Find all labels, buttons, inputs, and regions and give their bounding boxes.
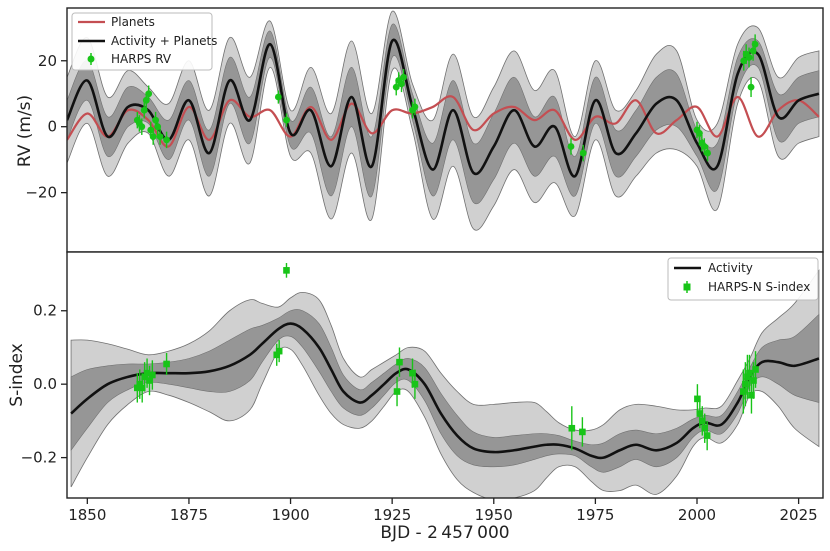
sindex-point-11 [393,388,401,395]
sindex-point-10 [283,267,290,274]
bottom-panel: 0.2 0.0 −0.2 1850 1875 1900 1925 1950 1975 2000 2… [7,251,824,543]
sindex-point-0 [134,384,141,392]
rv-point-19 [411,103,419,111]
sindex-point-21 [703,432,711,439]
rv-point-6 [147,126,155,134]
sindex-point-27 [750,377,757,384]
legend-activity-label: Activity [708,261,753,275]
top-yticks: 20 0 −20 [25,52,67,202]
sindex-point-7 [163,360,170,368]
sindex-point-19 [698,417,706,425]
top-points [133,34,759,162]
top-ytick-label-2: −20 [25,184,57,202]
sindex-point-28 [752,366,759,373]
sindex-point-14 [411,380,419,388]
rv-point-14 [392,83,400,91]
rv-point-29 [745,54,753,61]
sindex-point-16 [579,428,586,436]
planets-line [67,95,820,148]
bottom-xtick-label-2: 1900 [271,506,309,524]
sindex-point-4 [143,369,151,377]
activity-planets-band-inner [67,23,820,205]
legend-activity-planets-label: Activity + Planets [111,34,217,48]
sindex-point-24 [744,373,751,381]
legend-harps-rv-marker [87,55,95,63]
sindex-point-17 [694,395,701,403]
bottom-ylabel: S-index [7,343,27,406]
bottom-points [134,263,759,451]
rv-point-2 [138,123,146,131]
rv-point-25 [700,143,708,150]
rv-point-32 [751,40,759,48]
sindex-point-26 [748,391,755,399]
bottom-xlabel: BJD - 2 457 000 [380,523,509,543]
bottom-ytick-label-2: −0.2 [21,449,57,467]
top-legend-box [71,12,213,71]
rv-point-12 [274,93,282,101]
rv-point-4 [142,96,150,104]
sindex-point-2 [138,384,146,392]
top-ytick-label-1: 0 [47,118,57,136]
top-ylabel: RV (m/s) [15,95,35,167]
bottom-xticks: 1850 1875 1900 1925 1950 1975 2000 2025 [68,498,818,524]
top-lines [67,38,820,178]
rv-point-21 [579,149,587,157]
bottom-xtick-label-0: 1850 [68,506,106,524]
bottom-yticks: 0.2 0.0 −0.2 [21,302,67,467]
sindex-point-9 [275,347,283,355]
bottom-xtick-label-5: 1975 [576,506,614,524]
sindex-point-18 [696,410,704,417]
rv-point-26 [704,149,711,157]
sindex-point-3 [141,373,148,381]
activity-planets-line [67,38,820,178]
bottom-xtick-label-3: 1925 [373,506,411,524]
sindex-point-15 [568,424,576,432]
legend-sindex-marker [683,283,691,291]
rv-point-30 [747,83,755,91]
rv-point-13 [283,116,290,124]
legend-harps-rv-label: HARPS RV [111,52,172,66]
sindex-point-5 [146,377,153,384]
sindex-point-22 [740,388,747,395]
rv-point-9 [154,123,162,131]
rv-point-17 [400,73,407,81]
rv-point-7 [149,133,157,140]
sindex-point-12 [396,358,403,366]
activity-band-inner [70,309,820,473]
top-legend: Planets Activity + Planets HARPS RV [71,12,217,71]
rv-point-5 [145,90,153,98]
bottom-ytick-label-1: 0.0 [33,375,57,393]
bottom-xtick-label-1: 1875 [170,506,208,524]
top-ytick-label-0: 20 [38,52,57,70]
legend-planets-label: Planets [111,15,155,29]
rv-point-10 [156,133,164,140]
sindex-point-23 [742,380,749,388]
rv-point-23 [696,129,703,137]
bottom-legend-box [667,257,819,301]
sindex-point-8 [273,351,281,359]
top-panel: 20 0 −20 RV (m/s) Planets Activity + Plane… [15,7,824,258]
bottom-band-inner [70,309,820,473]
rv-point-20 [567,143,575,150]
legend-sindex-label: HARPS-N S-index [708,280,810,294]
sindex-point-6 [149,371,156,379]
bottom-ytick-label-0: 0.2 [33,302,57,320]
sindex-point-1 [136,380,144,388]
bottom-xtick-label-7: 2025 [780,506,818,524]
top-band-inner [67,23,820,205]
rv-point-27 [740,57,748,65]
bottom-xtick-label-6: 2000 [678,506,716,524]
bottom-legend: Activity HARPS-N S-index [667,257,819,301]
sindex-point-20 [701,424,709,432]
bottom-xtick-label-4: 1950 [475,506,513,524]
sindex-point-13 [409,369,416,377]
rv-point-11 [163,136,170,144]
activity-line [70,322,820,460]
bottom-lines [70,322,820,460]
bottom-frame [66,251,824,499]
sindex-point-25 [746,369,753,377]
